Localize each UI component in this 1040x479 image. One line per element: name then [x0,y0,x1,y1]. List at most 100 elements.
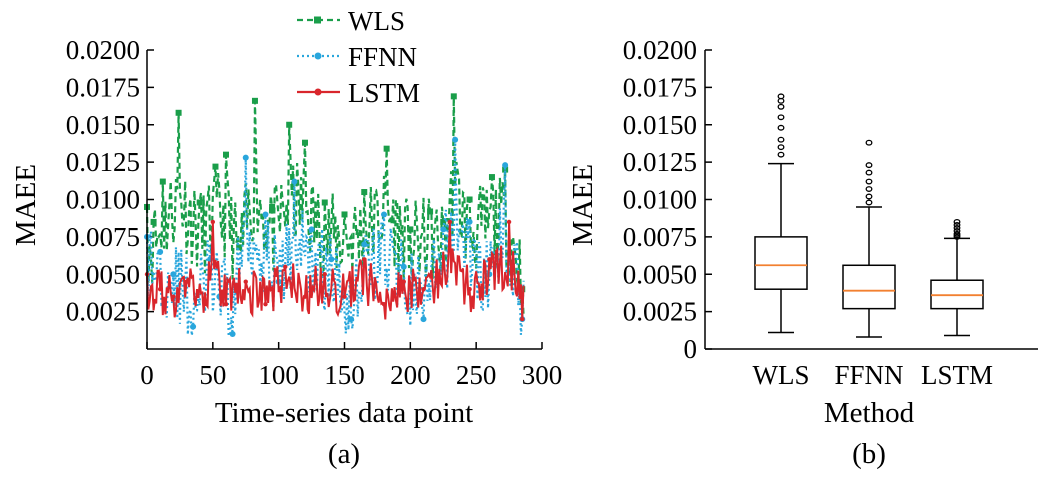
series-point-lstm [362,257,367,262]
series-point-ffnn [348,316,355,323]
series-point-ffnn [381,211,387,218]
series-point-ffnn [190,323,197,330]
box-outlier-wls [777,114,785,121]
series-point-wls [488,174,495,181]
panel-b-x-axis-title: Method [824,397,915,429]
panel-a-y-tick-label: 0.0175 [66,72,140,102]
series-point-lstm [342,294,347,299]
box-body-ffnn [842,264,896,310]
legend-marker-wls [314,16,321,24]
panel-b-boxes: WLS FFNN LSTM [753,93,993,390]
panel-b-y-tick-label: 0.0125 [623,147,697,177]
series-point-ffnn [242,154,249,161]
series-point-wls [175,109,182,116]
series-point-lstm [467,287,472,292]
panel-a-x-tick-label: 300 [522,360,563,390]
series-point-ffnn [291,178,298,185]
series-point-lstm [421,287,426,292]
series-point-lstm [171,294,176,299]
panel-b-y-tick-label: 0 [684,334,698,364]
box-outlier-lstm [953,227,961,234]
series-point-wls [440,218,447,225]
panel-b-y-tick-label: 0.0025 [623,297,697,327]
box-outlier-ffnn [865,162,873,169]
box-outlier-wls [777,144,785,151]
series-point-wls [383,145,390,152]
panel-a-x-tick-label: 0 [140,360,154,390]
panel-a-x-tick-label: 200 [390,360,431,390]
panel-a-legend: WLS FFNN LSTM [297,6,420,108]
series-point-lstm [204,301,209,307]
series-point-lstm [401,279,406,284]
series-point-ffnn [502,162,509,169]
series-point-wls [341,211,348,218]
series-point-wls [269,203,276,210]
box-outlier-wls [777,93,785,100]
series-point-lstm [487,257,492,262]
panel-a-x-tick-label: 150 [324,360,365,390]
box-outlier-lstm [953,224,961,231]
series-point-wls [427,208,434,215]
box-outlier-lstm [953,221,961,228]
panel-b-ticks: 0 0.0025 0.0050 0.0075 0.0100 0.0125 0.0150 0.0… [623,35,712,364]
box-outlier-wls [777,151,785,158]
series-point-lstm [157,287,163,292]
box-outlier-ffnn [865,186,873,192]
series-point-lstm [223,301,229,307]
panel-a-y-tick-label: 0.0025 [66,297,140,327]
series-point-ffnn [170,271,177,278]
series-point-lstm [210,219,216,225]
panel-b-y-tick-label: 0.0200 [623,35,697,65]
panel-b-category-label-ffnn: FFNN [834,360,903,390]
box-outlier-ffnn [865,139,873,146]
series-point-lstm [263,301,268,307]
legend-label-ffnn: FFNN [348,42,417,72]
series-line-ffnn [145,139,525,337]
series-point-ffnn [328,256,335,263]
panel-a-series [144,93,526,338]
series-point-wls [302,139,308,146]
panel-b-y-tick-label: 0.0100 [623,185,697,215]
series-point-lstm [243,279,248,284]
series-point-wls [321,199,328,206]
series-point-wls [236,244,243,251]
panel-a-x-tick-label: 50 [199,360,226,390]
series-point-wls [519,286,526,293]
panel-a-y-tick-label: 0.0050 [66,259,140,289]
series-point-wls [407,226,414,233]
legend-label-wls: WLS [348,6,405,36]
box-outlier-wls [777,136,785,143]
panel-a-x-tick-label: 100 [258,360,299,390]
box-outlier-lstm [953,230,961,237]
series-point-lstm [381,301,387,307]
panel-b-y-tick-label: 0.0050 [623,259,697,289]
legend-label-lstm: LSTM [348,78,420,108]
box-outlier-wls [777,103,785,110]
series-line-lstm [146,221,525,320]
series-point-ffnn [308,226,315,233]
panel-a-y-tick-label: 0.0200 [66,35,140,65]
box-outlier-ffnn [865,169,873,176]
panel-a-x-tick-label: 250 [456,360,497,390]
panel-a-y-axis-title: MAEE [10,164,42,246]
box-outlier-ffnn [865,178,873,185]
panel-b-label: (b) [852,438,886,470]
series-point-wls [361,189,368,196]
panel-a-y-tick-label: 0.0075 [66,222,140,252]
panel-b-y-axis-title: MAEE [567,164,599,246]
series-point-wls [159,178,166,185]
panel-a-ticks: 0.0025 0.0050 0.0075 0.0100 0.0125 0.0150 0.01… [66,35,563,390]
panel-a-label: (a) [328,438,360,470]
legend-marker-ffnn [314,52,322,60]
box-body-wls [754,236,808,290]
series-point-ffnn [229,331,236,338]
panel-a-x-axis-title: Time-series data point [215,397,473,429]
panel-b-category-label-lstm: LSTM [921,360,993,390]
panel-a-y-tick-label: 0.0100 [66,185,140,215]
series-point-lstm [447,219,453,225]
series-point-lstm [302,294,308,299]
series-point-wls [466,196,473,203]
series-point-ffnn [420,316,427,323]
box-outlier-ffnn [865,199,873,206]
